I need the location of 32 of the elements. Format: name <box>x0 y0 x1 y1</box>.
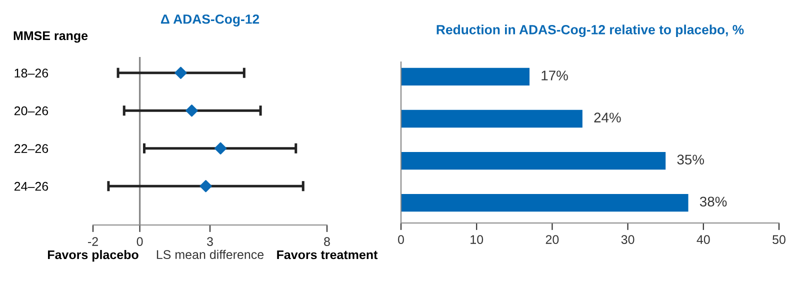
x-axis-title: LS mean difference <box>156 250 264 260</box>
bar <box>401 194 688 212</box>
x-tick-label: -2 <box>88 237 98 246</box>
data-label: 24% <box>594 112 621 122</box>
point <box>214 142 227 154</box>
y-tick-label: 24–26 <box>14 182 48 191</box>
x-tick-label: 3 <box>207 237 213 246</box>
x-tick-label: 20 <box>546 235 559 244</box>
text: Favors placebo <box>48 250 138 262</box>
bar <box>401 110 582 128</box>
point <box>186 104 198 117</box>
x-tick-label: 40 <box>696 235 710 244</box>
y-tick-label: 20–26 <box>14 106 48 116</box>
x-tick-label: 50 <box>772 235 786 244</box>
chart-title: Δ ADAS-Cog-12 <box>160 14 260 26</box>
y-tick-label: 22–26 <box>14 144 48 154</box>
y-axis-title: MMSE range <box>14 31 88 43</box>
data-label: 38% <box>700 196 727 207</box>
x-tick-label: 8 <box>324 237 330 246</box>
x-tick-label: 10 <box>470 235 484 244</box>
bar <box>401 68 530 86</box>
point <box>174 66 187 79</box>
bar <box>401 152 666 170</box>
point <box>200 180 212 192</box>
chart-title: Reduction in ADAS-Cog-12 relative to placebo, % <box>436 24 744 38</box>
y-tick-label: 18–26 <box>14 68 48 78</box>
x-tick-label: 30 <box>621 235 634 244</box>
data-label: 35% <box>677 154 704 165</box>
data-label: 17% <box>542 70 568 80</box>
text: Favors treatment <box>277 250 378 260</box>
x-tick-label: 0 <box>136 237 143 246</box>
x-tick-label: 0 <box>398 235 404 244</box>
